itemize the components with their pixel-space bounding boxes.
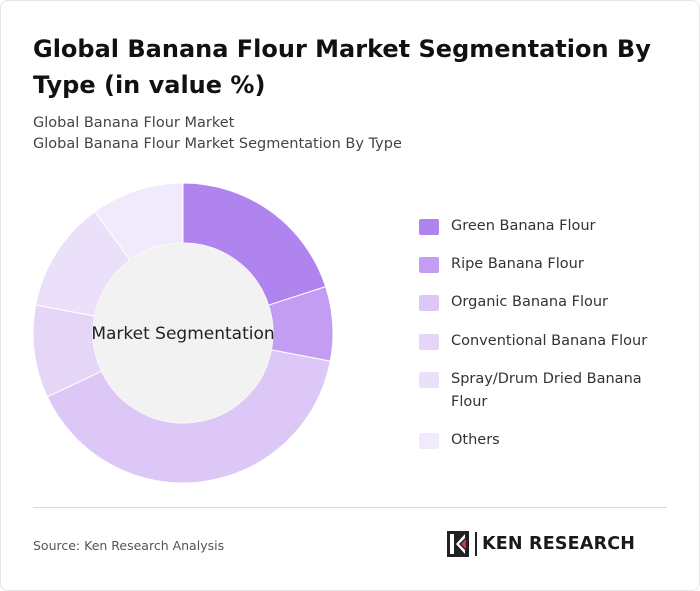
legend-swatch [419,257,439,273]
logo-separator [475,532,477,556]
legend-label: Spray/Drum Dried Banana Flour [451,371,642,410]
legend-swatch [419,219,439,235]
donut-center [93,243,273,423]
legend-swatch [419,372,439,388]
legend-label: Conventional Banana Flour [451,333,648,349]
subtitle: Global Banana Flour Market Global Banana… [33,113,402,155]
legend-item-green-banana-flour: Green Banana Flour [419,215,673,238]
legend-label: Ripe Banana Flour [451,256,584,272]
subtitle-line-segmentation: Global Banana Flour Market Segmentation … [33,136,402,152]
logo-wordmark: KEN RESEARCH [482,534,636,554]
legend-item-ripe-banana-flour: Ripe Banana Flour [419,253,673,276]
donut-chart: Market Segmentation [32,182,334,484]
legend-label: Organic Banana Flour [451,294,608,310]
legend-item-spray-drum-dried-banana-flour: Spray/Drum Dried Banana Flour [419,368,673,414]
legend-item-others: Others [419,429,673,452]
ken-research-logo-icon [447,531,469,557]
subtitle-line-market: Global Banana Flour Market [33,115,235,131]
legend-swatch [419,295,439,311]
footer-divider [33,507,667,508]
legend-swatch [419,334,439,350]
donut-slice-organic-banana-flour [46,349,331,484]
legend-item-organic-banana-flour: Organic Banana Flour [419,291,673,314]
chart-title: Global Banana Flour Market Segmentation … [33,35,651,99]
legend-label: Green Banana Flour [451,218,596,234]
ken-research-logo: KEN RESEARCH [447,531,635,557]
legend-swatch [419,433,439,449]
source-note: Source: Ken Research Analysis [33,538,225,553]
legend-item-conventional-banana-flour: Conventional Banana Flour [419,330,673,353]
donut-center-label: Market Segmentation [91,324,274,344]
legend-label: Others [451,432,500,448]
